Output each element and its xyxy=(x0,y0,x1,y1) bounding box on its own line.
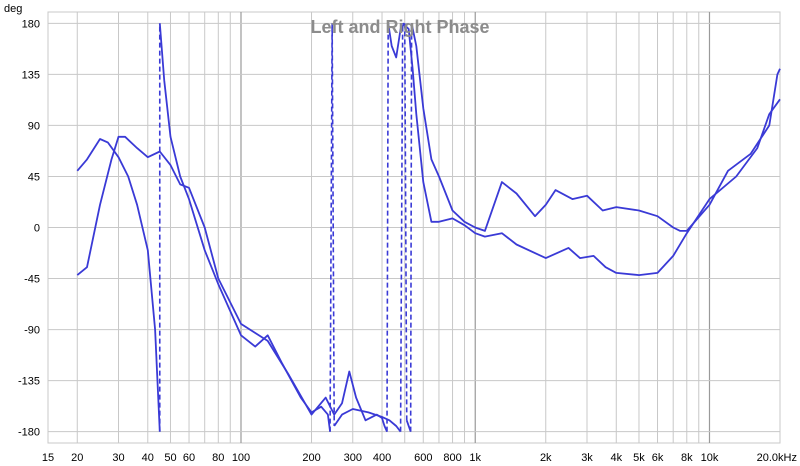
grid-layer xyxy=(48,12,781,443)
series-layer xyxy=(76,22,781,433)
x-tick-label: 300 xyxy=(344,452,362,464)
x-tick-label: 100 xyxy=(232,452,250,464)
x-tick-label: 20.0kHz xyxy=(757,452,797,464)
x-tick-labels: 15 20 30 40 50 60 80 100 200 300 400 600 800 1k 2k 3k 4k… xyxy=(42,452,797,464)
phase-wrap-line xyxy=(386,23,389,432)
x-tick-label: 4k xyxy=(610,452,622,464)
x-tick-label: 200 xyxy=(302,452,320,464)
x-tick-label: 50 xyxy=(164,452,176,464)
x-tick-label: 2k xyxy=(540,452,552,464)
x-tick-label: 8k xyxy=(681,452,693,464)
series-2-line xyxy=(76,135,388,433)
y-tick-label: -180 xyxy=(18,427,40,439)
x-tick-label: 80 xyxy=(212,452,224,464)
series-2-line xyxy=(387,22,406,59)
y-axis-label: deg xyxy=(4,3,22,15)
x-tick-label: 15 xyxy=(42,452,54,464)
x-tick-label: 1k xyxy=(469,452,481,464)
x-tick-label: 800 xyxy=(443,452,461,464)
x-tick-label: 6k xyxy=(652,452,664,464)
y-tick-label: -90 xyxy=(24,325,40,337)
x-tick-label: 30 xyxy=(112,452,124,464)
x-tick-label: 3k xyxy=(581,452,593,464)
series-2-line xyxy=(410,23,781,232)
phase-wrap-line xyxy=(331,23,336,426)
x-tick-label: 40 xyxy=(142,452,154,464)
y-tick-label: 90 xyxy=(28,120,40,132)
y-tick-label: 45 xyxy=(28,171,40,183)
phase-wrap-line xyxy=(403,23,408,421)
phase-wrap-line xyxy=(409,23,413,432)
x-tick-label: 600 xyxy=(414,452,432,464)
phase-wrap-line xyxy=(399,23,404,432)
x-tick-label: 10k xyxy=(701,452,719,464)
y-tick-labels: 180 135 90 45 0 -45 -90 -135 -180 xyxy=(18,18,40,438)
series-1-line xyxy=(76,138,161,432)
x-tick-label: 60 xyxy=(183,452,195,464)
y-tick-label: -135 xyxy=(18,376,40,388)
y-tick-label: -45 xyxy=(24,274,40,286)
chart-title: Left and Right Phase xyxy=(310,17,489,37)
y-tick-label: 0 xyxy=(34,223,40,235)
x-tick-label: 5k xyxy=(633,452,645,464)
series-2-line xyxy=(405,420,412,432)
y-tick-label: 135 xyxy=(22,69,40,81)
y-tick-label: 180 xyxy=(22,18,40,30)
x-tick-label: 400 xyxy=(373,452,391,464)
series-1-line xyxy=(402,22,781,277)
x-tick-label: 20 xyxy=(71,452,83,464)
